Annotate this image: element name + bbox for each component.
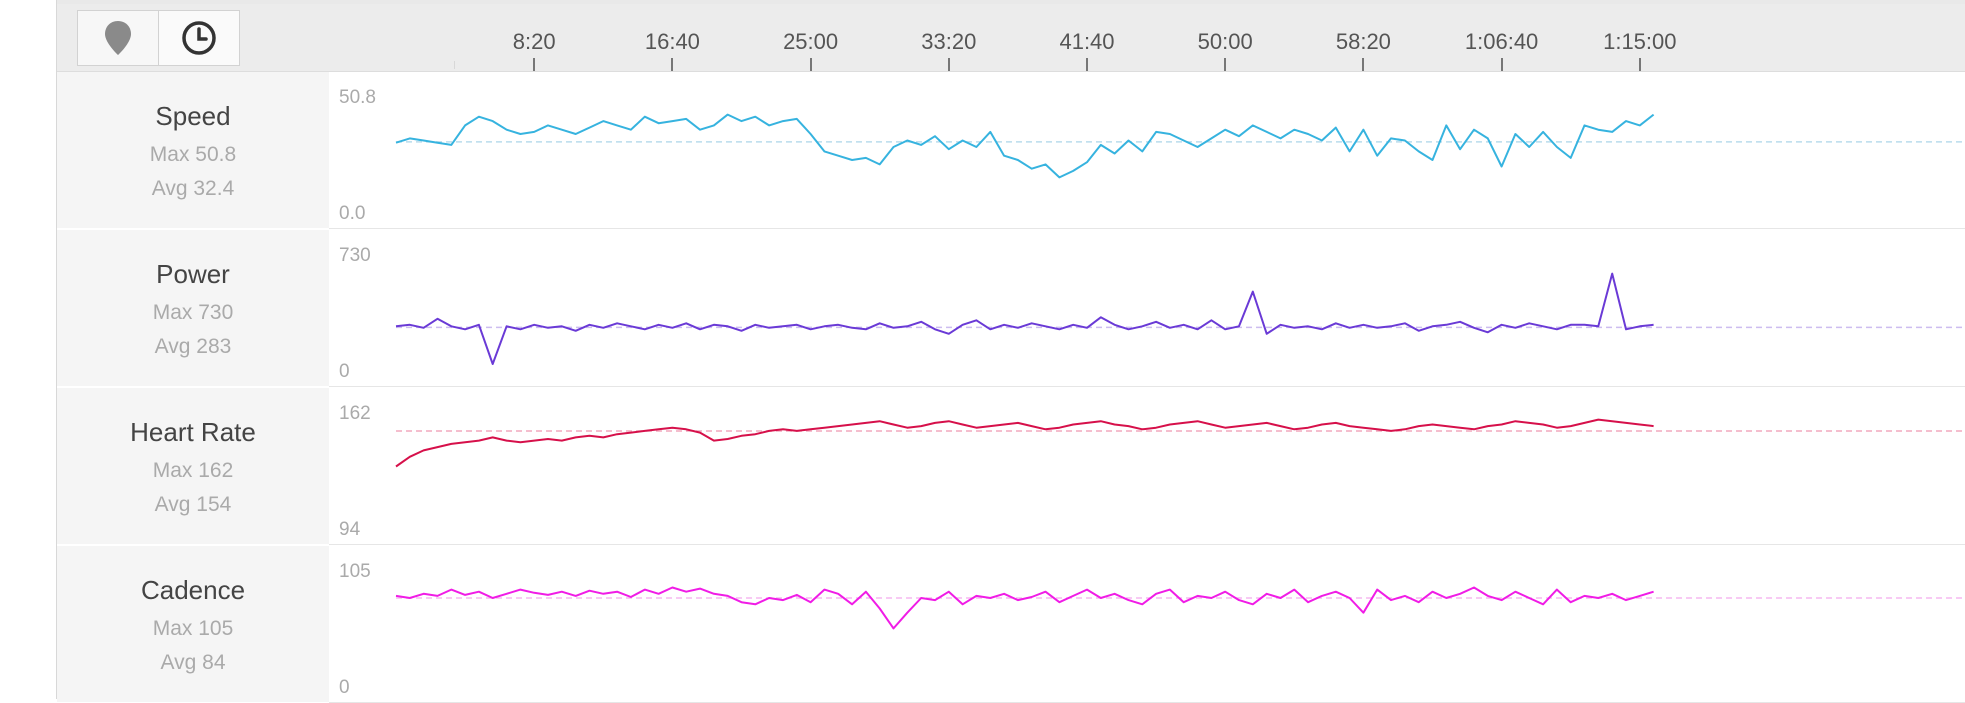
left-gutter bbox=[0, 0, 57, 699]
x-tick-mark bbox=[1086, 58, 1088, 71]
metric-avg: Avg 32.4 bbox=[151, 177, 235, 200]
map-pin-icon bbox=[105, 21, 131, 55]
metric-label-panel: Power Max 730 Avg 283 bbox=[57, 230, 329, 386]
x-tick-mark bbox=[1500, 58, 1503, 71]
row-separator bbox=[329, 544, 1965, 545]
x-axis-mode-toggle bbox=[77, 10, 240, 66]
x-tick-mark bbox=[1638, 58, 1641, 71]
metric-chart[interactable] bbox=[57, 388, 1965, 545]
x-tick-label: 16:40 bbox=[644, 29, 700, 54]
y-axis-max-label: 50.8 bbox=[339, 87, 376, 108]
y-axis-max-label: 105 bbox=[339, 561, 371, 582]
clock-icon bbox=[182, 21, 216, 55]
x-tick-label: 33:20 bbox=[921, 29, 977, 54]
metric-chart[interactable] bbox=[57, 72, 1965, 229]
x-tick-mark bbox=[947, 58, 950, 71]
y-axis-max-label: 162 bbox=[339, 403, 371, 424]
x-tick-mark bbox=[1362, 58, 1365, 71]
row-separator bbox=[329, 228, 1965, 229]
x-tick-label: 58:20 bbox=[1335, 29, 1391, 54]
metric-title: Speed bbox=[155, 101, 231, 131]
distance-mode-button[interactable] bbox=[77, 10, 159, 66]
metric-title: Cadence bbox=[140, 575, 246, 605]
y-axis-min-label: 0 bbox=[339, 677, 350, 698]
x-tick-mark bbox=[1224, 58, 1227, 71]
metric-max: Max 50.8 bbox=[149, 143, 237, 166]
metric-avg: Avg 84 bbox=[160, 651, 226, 674]
metric-row-power: Power Max 730 Avg 283 730 0 bbox=[57, 230, 1965, 387]
y-axis-min-label: 0 bbox=[339, 361, 350, 382]
x-tick-label: 50:00 bbox=[1197, 29, 1253, 54]
x-tick-label: 25:00 bbox=[783, 29, 839, 54]
x-tick-mark bbox=[533, 58, 536, 71]
axis-start-mark bbox=[454, 61, 455, 69]
x-tick-mark bbox=[809, 58, 812, 71]
metric-chart[interactable] bbox=[57, 546, 1965, 703]
metric-chart[interactable] bbox=[57, 230, 1965, 387]
x-tick-mark bbox=[671, 58, 674, 71]
y-axis-min-label: 94 bbox=[339, 519, 361, 540]
x-tick-label: 1:06:40 bbox=[1464, 29, 1539, 54]
metric-avg: Avg 283 bbox=[154, 335, 232, 358]
metric-row-cadence: Cadence Max 105 Avg 84 105 0 bbox=[57, 546, 1965, 703]
row-separator bbox=[329, 386, 1965, 387]
metric-row-speed: Speed Max 50.8 Avg 32.4 50.8 0.0 bbox=[57, 72, 1965, 229]
metric-title: Power bbox=[156, 259, 230, 289]
series-line-heart-rate bbox=[395, 418, 1654, 468]
metric-title: Heart Rate bbox=[130, 417, 256, 447]
metric-avg: Avg 154 bbox=[154, 493, 232, 516]
x-tick-label: 8:20 bbox=[512, 29, 556, 54]
top-border bbox=[0, 0, 1965, 4]
time-mode-button[interactable] bbox=[159, 10, 240, 66]
x-tick-label: 41:40 bbox=[1059, 29, 1115, 54]
chart-header: 8:20 16:40 25:00 33:20 41:40 50:00 58:20 1:06:4… bbox=[57, 4, 1965, 72]
metric-max: Max 162 bbox=[152, 459, 234, 482]
metric-label-panel: Heart Rate Max 162 Avg 154 bbox=[57, 388, 329, 544]
series-line-cadence bbox=[395, 586, 1654, 630]
metric-label-panel: Cadence Max 105 Avg 84 bbox=[57, 546, 329, 702]
metric-max: Max 105 bbox=[152, 617, 234, 640]
metric-label-panel: Speed Max 50.8 Avg 32.4 bbox=[57, 72, 329, 228]
series-line-power bbox=[395, 272, 1654, 365]
x-tick-label: 1:15:00 bbox=[1603, 29, 1677, 54]
y-axis-max-label: 730 bbox=[339, 245, 371, 266]
metric-row-heart-rate: Heart Rate Max 162 Avg 154 162 94 bbox=[57, 388, 1965, 545]
series-line-speed bbox=[395, 113, 1655, 179]
metric-max: Max 730 bbox=[152, 301, 234, 324]
y-axis-min-label: 0.0 bbox=[339, 203, 366, 224]
